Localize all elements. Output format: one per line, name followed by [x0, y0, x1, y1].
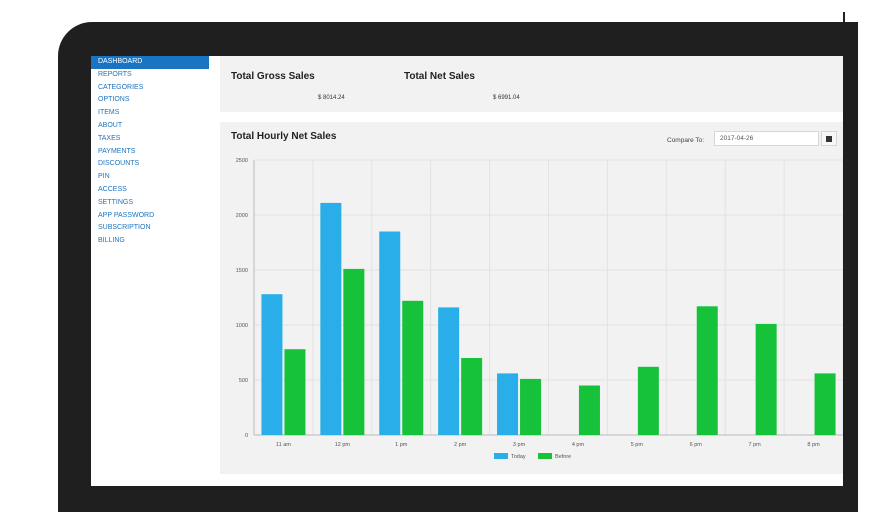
sidebar-item-items[interactable]: ITEMS: [98, 109, 120, 117]
legend-swatch-today: [494, 453, 508, 459]
bar-before-5-pm: [637, 366, 659, 435]
bar-today-1-pm: [379, 231, 401, 435]
sidebar-item-reports[interactable]: REPORTS: [98, 70, 132, 78]
legend-label-today: Today: [511, 454, 526, 460]
y-tick-label: 1000: [236, 323, 248, 329]
y-tick-label: 2500: [236, 158, 248, 164]
x-tick-label: 5 pm: [631, 442, 644, 448]
x-tick-label: 12 pm: [335, 442, 351, 448]
bar-before-1-pm: [402, 300, 424, 435]
sidebar-item-settings[interactable]: SETTINGS: [98, 198, 134, 206]
x-tick-label: 6 pm: [690, 442, 703, 448]
x-tick-label: 11 am: [276, 442, 291, 448]
bar-before-11-am: [284, 349, 306, 435]
compare-label: Compare To:: [667, 137, 705, 144]
bar-before-7-pm: [755, 323, 777, 435]
x-tick-label: 7 pm: [749, 442, 762, 448]
legend-swatch-before: [538, 453, 552, 459]
x-tick-label: 3 pm: [513, 442, 526, 448]
sidebar-item-billing[interactable]: BILLING: [98, 237, 125, 245]
sidebar-item-app-password[interactable]: APP PASSWORD: [98, 211, 155, 219]
sidebar-item-pin[interactable]: PIN: [98, 173, 110, 181]
net-sales-value: $ 6991.04: [493, 95, 520, 101]
calendar-icon: [826, 135, 832, 142]
sidebar-item-access[interactable]: ACCESS: [98, 185, 127, 193]
hourly-sales-panel: Total Hourly Net Sales Compare To: 0 500 1…: [220, 122, 843, 474]
sidebar-item-dashboard[interactable]: DASHBOARD: [91, 56, 209, 69]
sidebar-item-subscription[interactable]: SUBSCRIPTION: [98, 224, 151, 232]
net-sales-title: Total Net Sales: [404, 71, 475, 82]
y-tick-label: 500: [239, 378, 248, 384]
sidebar-item-payments[interactable]: PAYMENTS: [98, 147, 136, 155]
compare-date-input[interactable]: [714, 131, 819, 146]
legend-label-before: Before: [555, 454, 571, 460]
bar-today-12-pm: [320, 202, 342, 435]
bar-before-3-pm: [520, 378, 542, 435]
sidebar-item-taxes[interactable]: TAXES: [98, 134, 121, 142]
sidebar-item-categories[interactable]: CATEGORIES: [98, 83, 144, 91]
bar-before-12-pm: [343, 268, 365, 435]
sidebar-item-about[interactable]: ABOUT: [98, 121, 123, 129]
y-tick-label: 0: [245, 433, 248, 439]
x-tick-label: 1 pm: [395, 442, 408, 448]
bar-before-4-pm: [578, 385, 600, 435]
x-tick-label: 4 pm: [572, 442, 585, 448]
x-tick-label: 8 pm: [807, 442, 820, 448]
sidebar-item-options[interactable]: OPTIONS: [98, 96, 130, 104]
bar-before-6-pm: [696, 306, 718, 435]
y-tick-label: 2000: [236, 213, 248, 219]
gross-sales-value: $ 8014.24: [318, 95, 345, 101]
sales-summary-panel: Total Gross Sales $ 8014.24 Total Net Sa…: [220, 56, 843, 112]
sidebar: DASHBOARD REPORTS CATEGORIES OPTIONS ITE…: [91, 56, 209, 486]
bar-today-3-pm: [497, 373, 519, 435]
chart-title: Total Hourly Net Sales: [231, 131, 337, 142]
app-screen: DASHBOARD REPORTS CATEGORIES OPTIONS ITE…: [91, 56, 843, 486]
bezel-mark: [843, 12, 845, 22]
y-tick-label: 1500: [236, 268, 248, 274]
bar-before-2-pm: [461, 358, 483, 435]
main-content: Total Gross Sales $ 8014.24 Total Net Sa…: [220, 56, 843, 486]
bar-before-8-pm: [814, 373, 836, 435]
bar-today-11-am: [261, 294, 283, 435]
x-tick-label: 2 pm: [454, 442, 467, 448]
calendar-button[interactable]: [821, 131, 837, 146]
gross-sales-title: Total Gross Sales: [231, 71, 315, 82]
sidebar-item-discounts[interactable]: DISCOUNTS: [98, 160, 140, 168]
bar-today-2-pm: [438, 307, 460, 435]
hourly-sales-chart: 0 500 1000 1500 2000 2500 11 am 12 pm 1 pm 2 pm 3 …: [236, 158, 843, 460]
